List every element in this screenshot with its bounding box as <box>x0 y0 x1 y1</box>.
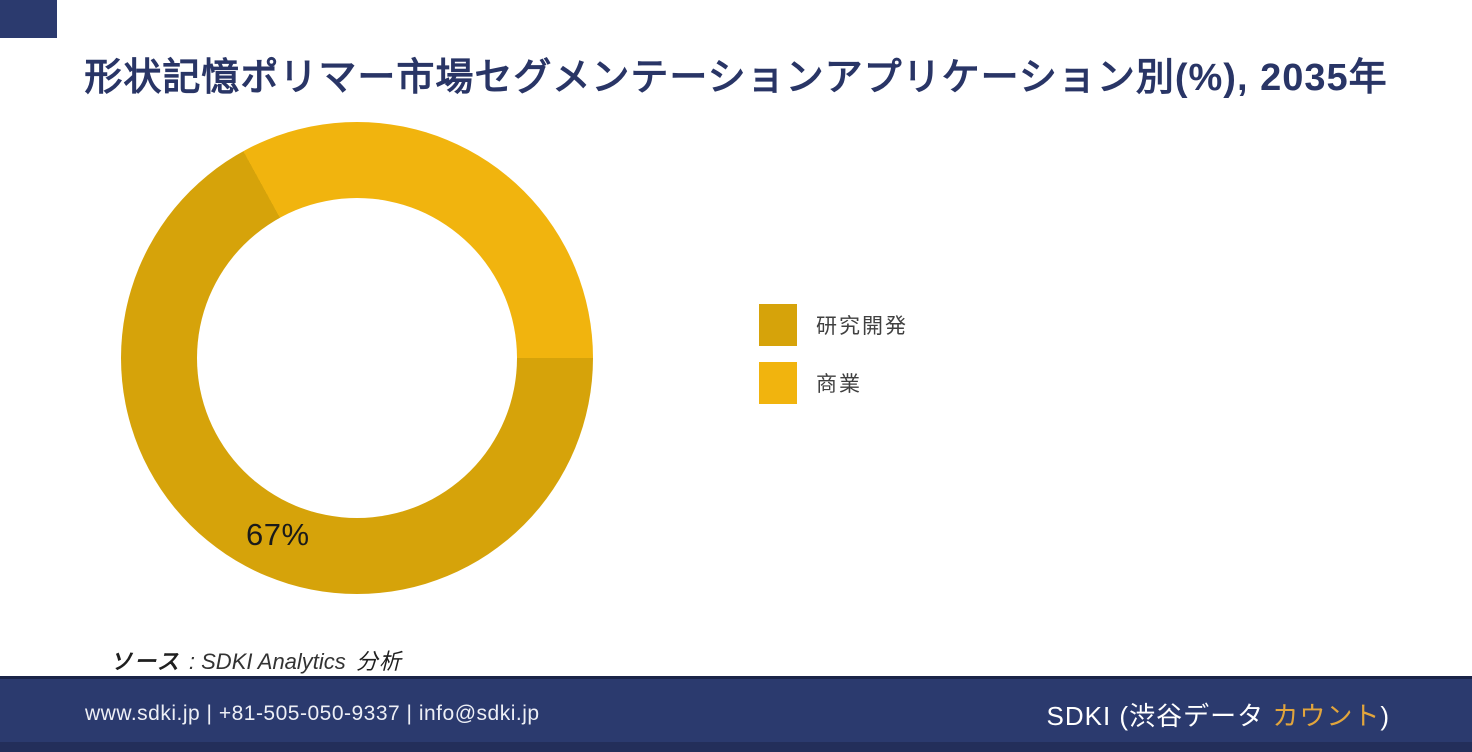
slice-label-rnd: 67% <box>246 517 310 552</box>
source-text: : SDKI Analytics <box>188 649 346 674</box>
brand-prefix: SDKI (渋谷データ <box>1046 700 1273 731</box>
brand-highlight: カウント <box>1272 700 1381 731</box>
footer-bar: www.sdki.jp | +81-505-050-9337 | info@sd… <box>0 676 1472 752</box>
legend-label-commercial: 商業 <box>816 373 862 396</box>
brand-suffix: ) <box>1380 700 1390 731</box>
donut-chart: 67% <box>121 122 593 594</box>
source-label: ソース <box>110 649 181 674</box>
legend-swatch-commercial <box>759 362 797 404</box>
legend-label-rnd: 研究開発 <box>816 315 908 338</box>
legend-item-commercial: 商業 <box>759 362 1059 404</box>
source-note: ソース : SDKI Analytics 分析 <box>110 644 402 676</box>
legend-swatch-rnd <box>759 304 797 346</box>
source-suffix: 分析 <box>355 649 402 674</box>
footer-brand: SDKI (渋谷データ カウント) <box>1047 696 1390 733</box>
legend: 研究開発 商業 <box>759 304 1059 420</box>
donut-hole <box>197 198 517 518</box>
chart-title: 形状記憶ポリマー市場セグメンテーションアプリケーション別(%), 2035年 <box>84 57 1388 99</box>
legend-item-rnd: 研究開発 <box>759 304 1059 346</box>
corner-accent <box>0 0 57 38</box>
footer-contact: www.sdki.jp | +81-505-050-9337 | info@sd… <box>85 702 540 725</box>
